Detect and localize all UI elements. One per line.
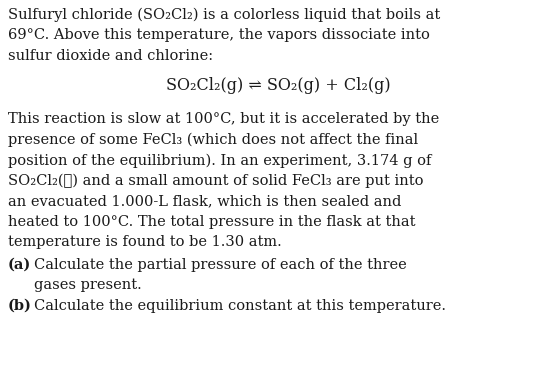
Text: (b): (b): [8, 299, 32, 313]
Text: Calculate the partial pressure of each of the three: Calculate the partial pressure of each o…: [34, 258, 407, 272]
Text: heated to 100°C. The total pressure in the flask at that: heated to 100°C. The total pressure in t…: [8, 215, 416, 229]
Text: sulfur dioxide and chlorine:: sulfur dioxide and chlorine:: [8, 49, 213, 63]
Text: 69°C. Above this temperature, the vapors dissociate into: 69°C. Above this temperature, the vapors…: [8, 29, 430, 42]
Text: presence of some FeCl₃ (which does not affect the final: presence of some FeCl₃ (which does not a…: [8, 133, 418, 147]
Text: temperature is found to be 1.30 atm.: temperature is found to be 1.30 atm.: [8, 235, 282, 249]
Text: Calculate the equilibrium constant at this temperature.: Calculate the equilibrium constant at th…: [34, 299, 446, 313]
Text: position of the equilibrium). In an experiment, 3.174 g of: position of the equilibrium). In an expe…: [8, 153, 431, 168]
Text: This reaction is slow at 100°C, but it is accelerated by the: This reaction is slow at 100°C, but it i…: [8, 112, 439, 126]
Text: gases present.: gases present.: [34, 278, 141, 292]
Text: Sulfuryl chloride (SO₂Cl₂) is a colorless liquid that boils at: Sulfuryl chloride (SO₂Cl₂) is a colorles…: [8, 8, 440, 22]
Text: an evacuated 1.000-L flask, which is then sealed and: an evacuated 1.000-L flask, which is the…: [8, 194, 402, 208]
Text: SO₂Cl₂(ℓ) and a small amount of solid FeCl₃ are put into: SO₂Cl₂(ℓ) and a small amount of solid Fe…: [8, 174, 423, 188]
Text: SO₂Cl₂(g) ⇌ SO₂(g) + Cl₂(g): SO₂Cl₂(g) ⇌ SO₂(g) + Cl₂(g): [166, 78, 391, 94]
Text: (a): (a): [8, 258, 31, 272]
